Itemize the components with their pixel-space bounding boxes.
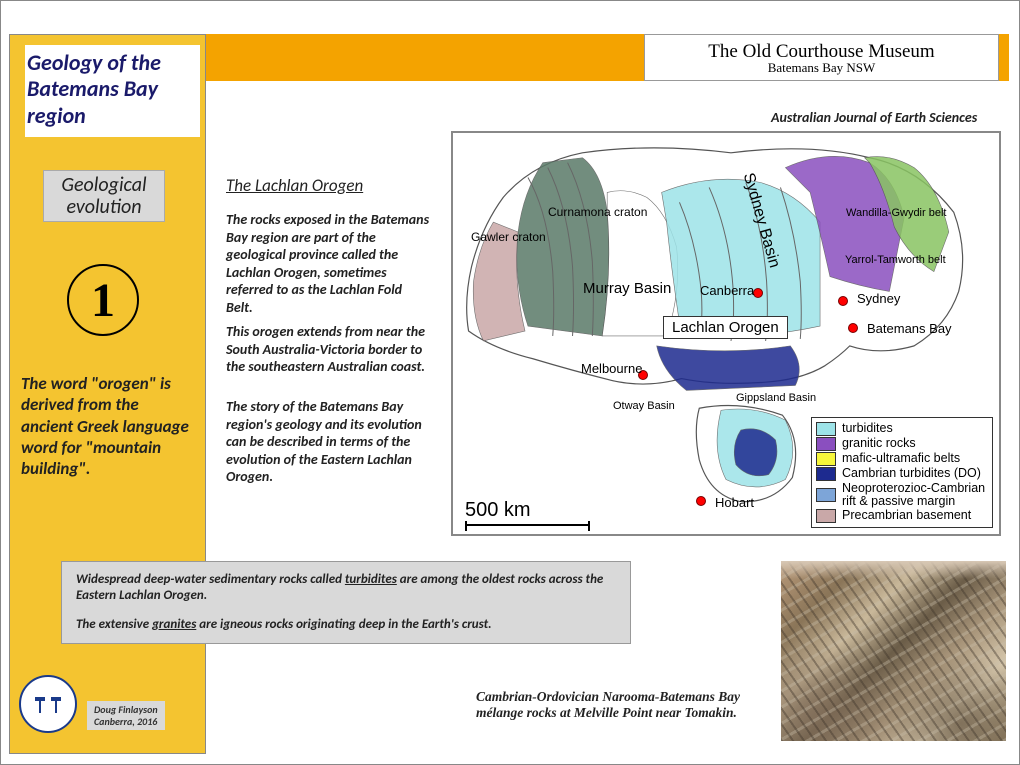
step-number: 1	[91, 273, 115, 328]
hammers-icon	[33, 694, 63, 714]
step-number-circle: 1	[67, 264, 139, 336]
grey-info-box: Widespread deep-water sedimentary rocks …	[61, 561, 631, 644]
city-label-canberra: Canberra	[700, 283, 754, 298]
header-bar: The Old Courthouse Museum Batemans Bay N…	[206, 34, 1009, 81]
geological-map: Murray Basin Curnamona craton Gawler cra…	[451, 131, 1001, 536]
map-scale-text: 500 km	[465, 499, 531, 521]
gsa-logo	[19, 675, 77, 733]
label-murray-basin: Murray Basin	[583, 281, 671, 296]
body-paragraph-2: This orogen extends from near the South …	[226, 323, 431, 376]
legend-label: turbidites	[842, 422, 893, 435]
legend-row: mafic-ultramafic belts	[816, 452, 988, 466]
museum-banner: The Old Courthouse Museum Batemans Bay N…	[644, 34, 999, 81]
body-paragraph-3: The story of the Batemans Bay region's g…	[226, 398, 431, 486]
legend-row: granitic rocks	[816, 437, 988, 451]
label-yarrol-belt: Yarrol-Tamworth belt	[845, 255, 946, 266]
legend-label: mafic-ultramafic belts	[842, 452, 960, 465]
city-label-melbourne: Melbourne	[581, 361, 642, 376]
city-dot-batemans	[848, 323, 858, 333]
legend-swatch	[816, 488, 836, 502]
legend-label: Neoproterozioc-Cambrian rift & passive m…	[842, 482, 988, 508]
section-heading: The Lachlan Orogen	[226, 175, 363, 196]
sidebar-etymology-note: The word "orogen" is derived from the an…	[21, 373, 191, 479]
legend-swatch	[816, 467, 836, 481]
legend-label: Cambrian turbidites (DO)	[842, 467, 981, 480]
legend-row: Precambrian basement	[816, 509, 988, 523]
legend-label: Precambrian basement	[842, 509, 971, 522]
author-box: Doug Finlayson Canberra, 2016	[87, 701, 165, 730]
city-label-hobart: Hobart	[715, 495, 754, 510]
body-paragraph-1: The rocks exposed in the Batemans Bay re…	[226, 211, 431, 316]
legend-row: turbidites	[816, 422, 988, 436]
info-line-1: Widespread deep-water sedimentary rocks …	[76, 572, 616, 605]
page-root: The Old Courthouse Museum Batemans Bay N…	[0, 0, 1020, 765]
gsa-logo-inner	[33, 694, 63, 715]
author-name: Doug Finlayson	[94, 704, 158, 716]
label-gawler: Gawler craton	[471, 231, 546, 243]
rock-photo	[781, 561, 1006, 741]
legend-swatch	[816, 452, 836, 466]
city-dot-sydney	[838, 296, 848, 306]
legend-swatch	[816, 509, 836, 523]
city-dot-canberra	[753, 288, 763, 298]
legend-swatch	[816, 422, 836, 436]
city-dot-hobart	[696, 496, 706, 506]
legend-swatch	[816, 437, 836, 451]
legend-label: granitic rocks	[842, 437, 916, 450]
lachlan-orogen-label-box: Lachlan Orogen	[663, 316, 788, 339]
label-gippsland: Gippsland Basin	[736, 393, 816, 404]
museum-subtitle: Batemans Bay NSW	[768, 61, 876, 74]
author-place: Canberra, 2016	[94, 716, 158, 728]
photo-caption: Cambrian-Ordovician Narooma-Batemans Bay…	[476, 689, 771, 721]
map-scale: 500 km	[465, 499, 590, 526]
journal-label: Australian Journal of Earth Sciences	[771, 109, 977, 126]
museum-title: The Old Courthouse Museum	[708, 42, 934, 61]
label-curnamona: Curnamona craton	[548, 206, 647, 218]
subtitle-box: Geological evolution	[43, 170, 165, 222]
label-otway: Otway Basin	[613, 401, 675, 412]
main-title: Geology of the Batemans Bay region	[25, 45, 200, 137]
info-line-2: The extensive granites are igneous rocks…	[76, 617, 616, 633]
map-legend: turbidites granitic rocks mafic-ultramafic…	[811, 417, 993, 528]
city-label-batemans: Batemans Bay	[867, 321, 952, 336]
legend-row: Neoproterozioc-Cambrian rift & passive m…	[816, 482, 988, 508]
legend-row: Cambrian turbidites (DO)	[816, 467, 988, 481]
map-scale-line	[465, 524, 590, 526]
city-label-sydney: Sydney	[857, 291, 900, 306]
label-wandilla-belt: Wandilla-Gwydir belt	[846, 208, 946, 219]
